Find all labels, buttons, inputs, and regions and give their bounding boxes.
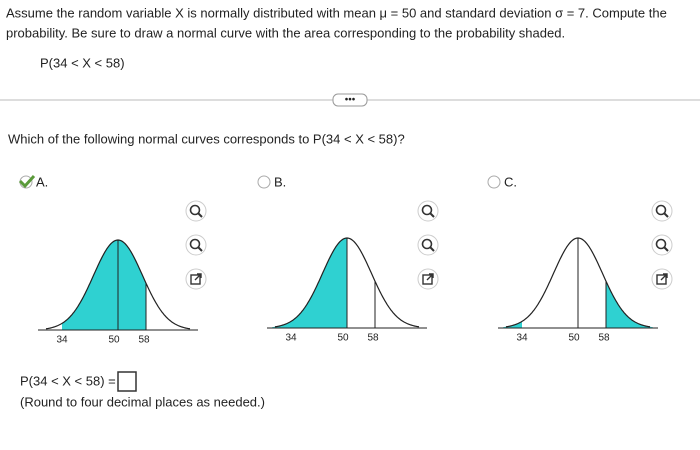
zoom-out-button[interactable] xyxy=(185,234,207,256)
problem-line: probability. Be sure to draw a normal cu… xyxy=(6,25,565,40)
expression: P(34 < X < 58) xyxy=(40,55,125,70)
zoom-in-icon xyxy=(197,212,203,218)
zoom-out-icon xyxy=(421,238,433,250)
zoom-out-icon xyxy=(429,246,435,252)
zoom-out-button[interactable] xyxy=(417,234,439,256)
zoom-out-icon xyxy=(663,246,669,252)
zoom-in-button[interactable] xyxy=(185,200,207,222)
open-external-icon xyxy=(660,273,668,281)
zoom-in-icon xyxy=(189,204,201,216)
question: Which of the following normal curves cor… xyxy=(8,131,405,146)
tick-label: 34 xyxy=(285,333,297,344)
problem-line: Assume the random variable X is normally… xyxy=(6,5,667,20)
check-mark xyxy=(18,174,36,189)
answer-note: (Round to four decimal places as needed.… xyxy=(20,394,265,409)
zoom-out-icon xyxy=(197,246,203,252)
zoom-in-icon xyxy=(429,212,435,218)
open-external-icon xyxy=(194,273,202,281)
options: A. 34 50 58 B. 34 50 58 C. 34 50 58 xyxy=(18,174,673,346)
shaded-area xyxy=(272,238,347,328)
tick-label: 58 xyxy=(367,333,379,344)
zoom-out-icon xyxy=(189,238,201,250)
shaded-area xyxy=(62,240,146,330)
zoom-in-icon xyxy=(663,212,669,218)
open-external-icon xyxy=(656,274,667,285)
open-external-icon xyxy=(190,274,201,285)
shaded-area xyxy=(503,321,522,328)
tick-label: 50 xyxy=(337,333,349,344)
expand-dots: ••• xyxy=(345,95,356,106)
radio[interactable] xyxy=(487,175,501,189)
tick-label: 58 xyxy=(598,333,610,344)
answer-box[interactable] xyxy=(117,371,137,392)
option-label: A. xyxy=(36,174,48,189)
tick-label: 50 xyxy=(108,335,120,346)
zoom-out-button[interactable] xyxy=(651,234,673,256)
answer-prompt: P(34 < X < 58) = xyxy=(20,373,116,388)
zoom-in-icon xyxy=(421,204,433,216)
radio[interactable] xyxy=(257,175,271,189)
zoom-out-icon xyxy=(655,238,667,250)
option-label: B. xyxy=(274,174,286,189)
shaded-area xyxy=(606,281,653,328)
zoom-in-button[interactable] xyxy=(651,200,673,222)
zoom-in-icon xyxy=(655,204,667,216)
expand-button[interactable] xyxy=(332,93,368,107)
open-external-icon xyxy=(422,274,433,285)
open-external-icon xyxy=(426,273,434,281)
tick-label: 34 xyxy=(56,335,68,346)
tick-label: 50 xyxy=(568,333,580,344)
tick-label: 58 xyxy=(138,335,150,346)
tick-label: 34 xyxy=(516,333,528,344)
zoom-in-button[interactable] xyxy=(417,200,439,222)
option-label: C. xyxy=(504,174,517,189)
